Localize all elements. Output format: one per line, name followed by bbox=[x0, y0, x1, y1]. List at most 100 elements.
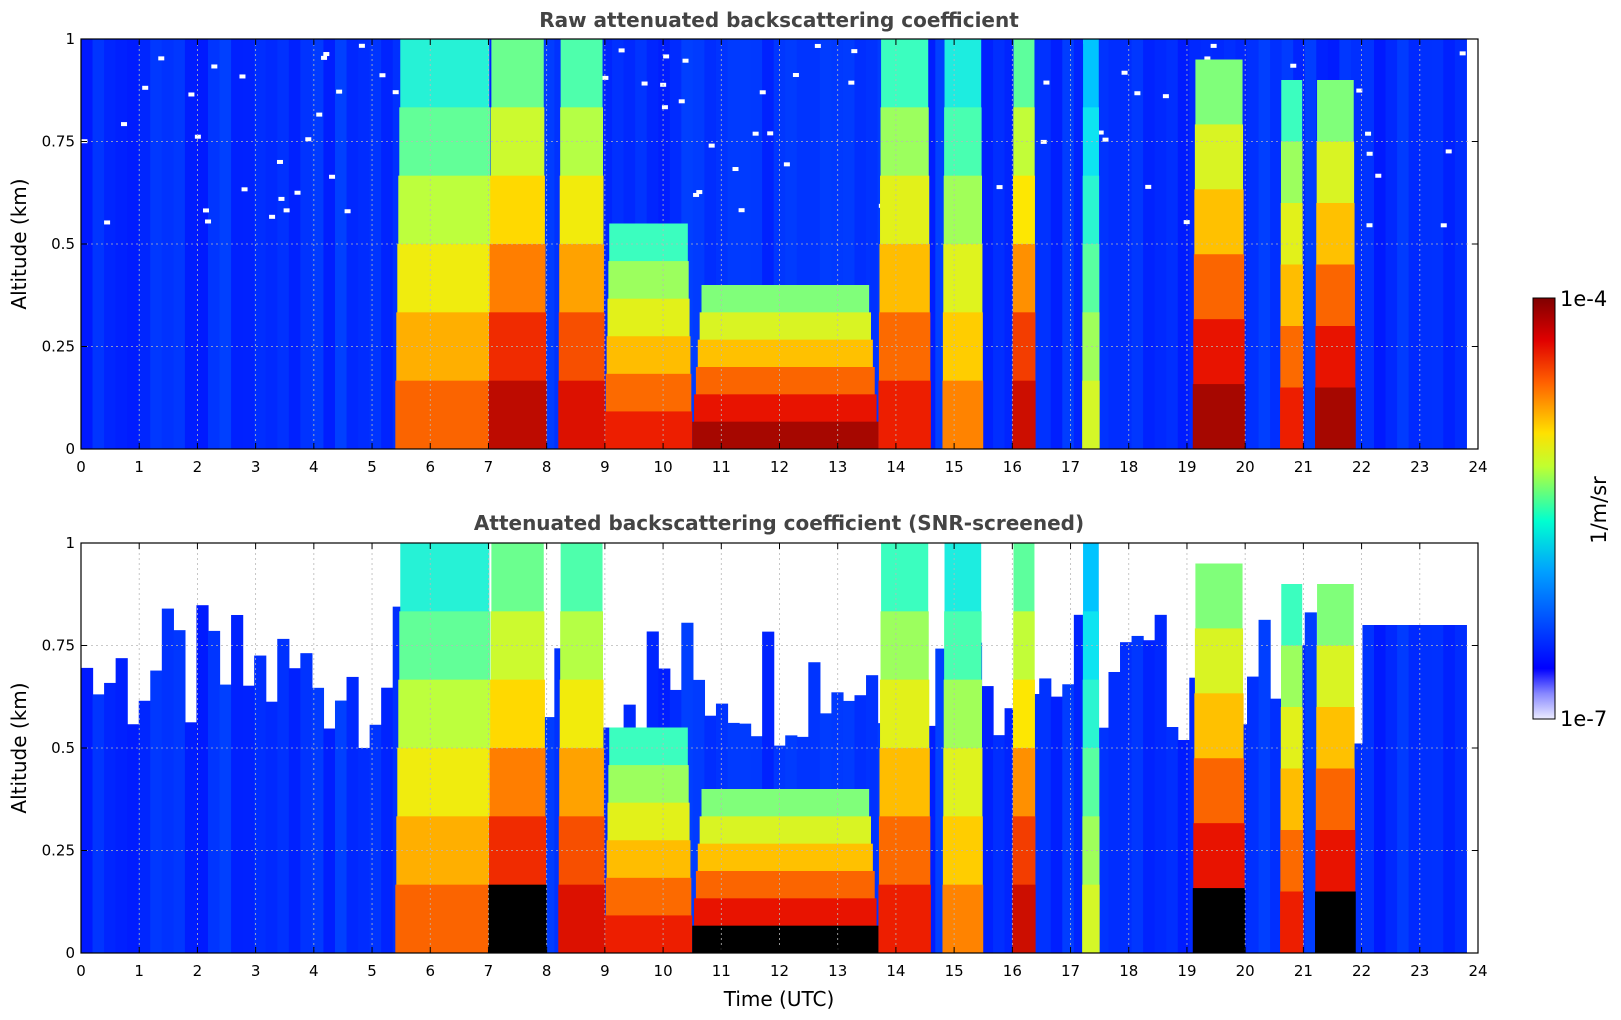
noise-cell bbox=[358, 43, 365, 48]
feature-band bbox=[488, 380, 547, 449]
background-cell bbox=[277, 638, 290, 953]
feature-band bbox=[1012, 884, 1036, 953]
feature-band bbox=[1192, 888, 1246, 953]
background-cell bbox=[1247, 676, 1260, 953]
feature-band bbox=[1315, 891, 1356, 953]
colorbar-unit-label: 1/m/sr bbox=[1587, 476, 1611, 544]
x-tick-label: 15 bbox=[945, 962, 964, 980]
background-cell bbox=[1143, 39, 1156, 449]
noise-cell bbox=[239, 74, 246, 79]
raw-x-axis: 0 1 2 3 4 5 6 7 8 9 10 11 12 13 14 15 16 17 18 19 20 21 22 23 24 bbox=[76, 39, 1488, 476]
background-cell bbox=[1397, 625, 1410, 953]
background-cell bbox=[1039, 678, 1052, 953]
background-cell bbox=[346, 676, 359, 953]
x-tick-label: 24 bbox=[1468, 962, 1487, 980]
noise-cell bbox=[194, 134, 201, 139]
background-cell bbox=[981, 686, 994, 953]
x-tick-label: 13 bbox=[828, 458, 847, 476]
x-tick-label: 3 bbox=[251, 458, 261, 476]
background-cell bbox=[1454, 625, 1467, 953]
feature-band bbox=[395, 884, 495, 953]
noise-cell bbox=[1366, 151, 1373, 156]
noise-cell bbox=[188, 92, 195, 97]
noise-cell bbox=[104, 220, 111, 225]
noise-cell bbox=[814, 43, 821, 48]
background-cell bbox=[1443, 39, 1456, 449]
background-cell bbox=[1385, 625, 1398, 953]
x-tick-label: 9 bbox=[600, 962, 610, 980]
y-tick-label: 0 bbox=[65, 944, 75, 962]
noise-cell bbox=[661, 105, 668, 110]
noise-cell bbox=[1145, 184, 1152, 189]
raw-heatmap bbox=[81, 39, 1467, 450]
noise-cell bbox=[305, 137, 312, 142]
noise-cell bbox=[379, 73, 386, 78]
background-cell bbox=[358, 747, 371, 953]
noise-cell bbox=[1043, 80, 1050, 85]
noise-cell bbox=[316, 112, 323, 117]
background-cell bbox=[288, 39, 301, 449]
feature-band bbox=[1280, 387, 1304, 449]
noise-cell bbox=[1210, 43, 1217, 48]
background-cell bbox=[1062, 684, 1075, 953]
x-tick-label: 11 bbox=[712, 962, 731, 980]
noise-cell bbox=[1162, 94, 1169, 99]
x-axis-label: Time (UTC) bbox=[723, 987, 835, 1011]
background-cell bbox=[173, 39, 186, 449]
background-cell bbox=[242, 685, 255, 953]
background-cell bbox=[288, 668, 301, 953]
background-cell bbox=[993, 39, 1006, 449]
noise-cell bbox=[241, 187, 248, 192]
noise-cell bbox=[202, 208, 209, 213]
noise-cell bbox=[641, 81, 648, 86]
screened-panel: Attenuated backscattering coefficient (S… bbox=[7, 511, 1488, 1011]
background-cell bbox=[1443, 625, 1456, 953]
noise-cell bbox=[329, 174, 336, 179]
x-tick-label: 8 bbox=[542, 458, 552, 476]
noise-cell bbox=[323, 52, 330, 57]
background-cell bbox=[1108, 671, 1121, 953]
background-cell bbox=[1270, 698, 1283, 953]
noise-cell bbox=[696, 190, 703, 195]
feature-band bbox=[395, 380, 495, 449]
noise-cell bbox=[1097, 130, 1104, 135]
x-tick-label: 17 bbox=[1061, 962, 1080, 980]
feature-band bbox=[1192, 384, 1246, 449]
feature-band bbox=[878, 884, 931, 953]
background-cell bbox=[1374, 625, 1387, 953]
noise-cell bbox=[732, 167, 739, 172]
noise-cell bbox=[618, 48, 625, 53]
noise-cell bbox=[321, 55, 328, 60]
noise-cell bbox=[1375, 173, 1382, 178]
feature-band bbox=[604, 411, 693, 449]
noise-cell bbox=[682, 58, 689, 63]
noise-cell bbox=[336, 89, 343, 94]
feature-band bbox=[1082, 380, 1100, 449]
background-cell bbox=[104, 682, 117, 953]
colorbar-max-label: 1e-4 bbox=[1560, 287, 1607, 311]
x-tick-label: 10 bbox=[654, 458, 673, 476]
colorbar-min-label: 1e-7 bbox=[1560, 707, 1607, 731]
background-cell bbox=[150, 670, 163, 953]
x-tick-label: 2 bbox=[193, 458, 203, 476]
x-tick-label: 21 bbox=[1294, 458, 1313, 476]
x-tick-label: 22 bbox=[1352, 458, 1371, 476]
x-tick-label: 23 bbox=[1410, 458, 1429, 476]
x-tick-label: 20 bbox=[1236, 962, 1255, 980]
background-cell bbox=[161, 608, 174, 953]
feature-band bbox=[878, 380, 931, 449]
feature-band bbox=[488, 884, 547, 953]
noise-cell bbox=[1366, 223, 1373, 228]
background-cell bbox=[1431, 625, 1444, 953]
x-tick-label: 6 bbox=[425, 458, 435, 476]
x-tick-label: 6 bbox=[425, 962, 435, 980]
background-cell bbox=[254, 655, 267, 953]
noise-cell bbox=[1440, 223, 1447, 228]
background-cell bbox=[184, 722, 198, 953]
feature-band bbox=[604, 915, 693, 953]
x-tick-label: 16 bbox=[1003, 962, 1022, 980]
noise-cell bbox=[278, 196, 285, 201]
background-cell bbox=[1408, 39, 1421, 449]
noise-cell bbox=[738, 208, 745, 213]
